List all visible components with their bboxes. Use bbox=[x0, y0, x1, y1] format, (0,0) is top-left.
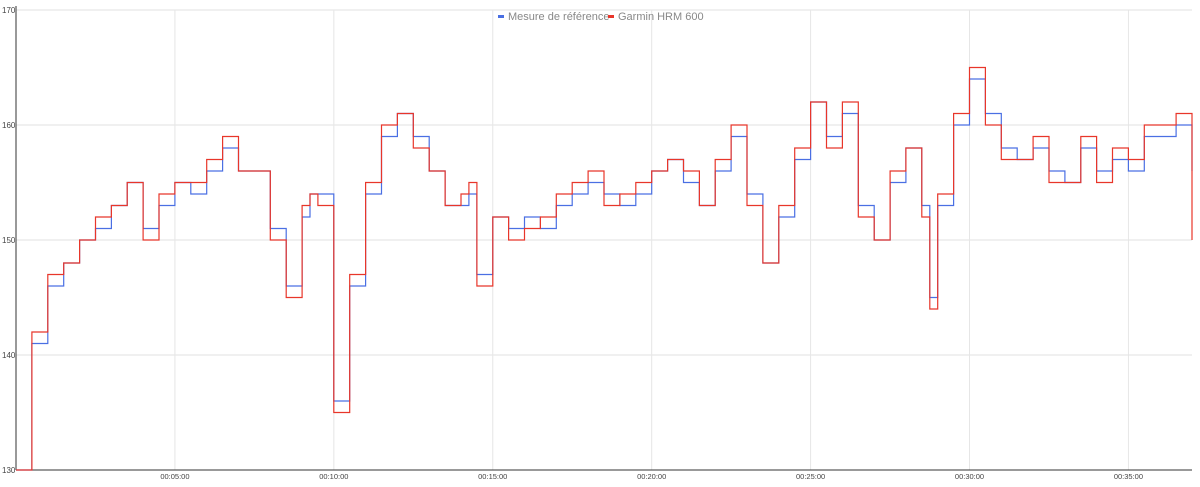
series-layer bbox=[16, 66, 1193, 471]
legend-label-1: Mesure de référence bbox=[508, 11, 610, 23]
legend-label-2: Garmin HRM 600 bbox=[618, 11, 704, 23]
x-tick-label: 00:20:00 bbox=[637, 472, 666, 481]
y-tick-label: 150 bbox=[2, 236, 16, 245]
x-tick-label: 00:10:00 bbox=[319, 472, 348, 481]
series-line-1 bbox=[16, 78, 1193, 471]
axis-layer: 130 140 150 160 170 00:05:00 00:10:00 00:15:00 0… bbox=[2, 6, 1192, 481]
legend-swatch-1 bbox=[498, 15, 504, 18]
y-tick-label: 130 bbox=[2, 466, 16, 475]
legend: Mesure de référence Garmin HRM 600 bbox=[498, 11, 704, 23]
x-tick-label: 00:15:00 bbox=[478, 472, 507, 481]
y-tick-label: 160 bbox=[2, 121, 16, 130]
x-tick-label: 00:25:00 bbox=[796, 472, 825, 481]
legend-swatch-2 bbox=[608, 15, 614, 18]
series-line-2 bbox=[16, 66, 1193, 471]
x-tick-label: 00:35:00 bbox=[1114, 472, 1143, 481]
grid-layer bbox=[16, 9, 1192, 471]
x-tick-label: 00:30:00 bbox=[955, 472, 984, 481]
y-tick-label: 140 bbox=[2, 351, 16, 360]
y-tick-label: 170 bbox=[2, 6, 16, 15]
x-tick-label: 00:05:00 bbox=[160, 472, 189, 481]
